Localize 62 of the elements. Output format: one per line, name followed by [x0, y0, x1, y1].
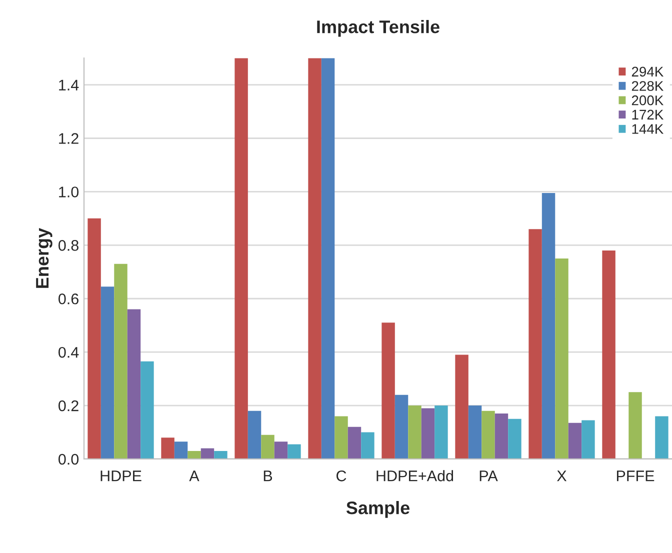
- bar: [628, 392, 642, 459]
- bar: [494, 414, 508, 459]
- bar: [214, 450, 228, 459]
- legend-label: 294K: [632, 66, 664, 77]
- y-tick-label: 1.4: [59, 80, 79, 90]
- legend-label: 228K: [632, 81, 664, 91]
- x-tick-label: C: [336, 470, 346, 482]
- y-tick-label: 0.6: [58, 293, 78, 304]
- x-tick-label: HDPE+Add: [376, 470, 454, 482]
- bar: [394, 394, 408, 459]
- bar: [508, 418, 522, 459]
- x-tick-label: B: [264, 470, 272, 482]
- chart-title: Impact Tensile: [317, 20, 440, 37]
- bar: [114, 264, 128, 459]
- bar: [308, 58, 322, 459]
- bar: [655, 416, 668, 459]
- bar: [140, 361, 154, 459]
- bar: [127, 309, 141, 459]
- bar: [100, 286, 114, 459]
- bar: [468, 406, 482, 459]
- bar: [555, 258, 568, 459]
- bar: [542, 193, 556, 459]
- x-axis-title: Sample: [346, 501, 410, 518]
- bar: [408, 406, 422, 459]
- bar: [321, 58, 335, 459]
- y-tick-label: 0.0: [58, 454, 79, 465]
- bar: [528, 229, 542, 459]
- bar: [361, 432, 374, 459]
- x-tick-label: PA: [480, 470, 498, 482]
- bar: [274, 442, 288, 459]
- x-tick-label: X: [557, 470, 567, 482]
- x-tick-label: HDPE: [100, 470, 142, 482]
- y-tick-label: 1.0: [59, 186, 79, 198]
- bar: [88, 218, 101, 459]
- bar: [188, 450, 201, 459]
- bar: [248, 410, 262, 459]
- y-tick-label: 0.2: [58, 400, 78, 412]
- y-tick-label: 1.2: [59, 133, 78, 144]
- bar: [288, 444, 301, 459]
- y-tick-label: 0.8: [58, 240, 78, 251]
- bar: [482, 410, 495, 459]
- x-tick-label: A: [189, 470, 200, 482]
- y-axis-title: Energy: [36, 228, 52, 288]
- bar: [174, 442, 188, 459]
- bar: [434, 406, 448, 459]
- bar: [348, 426, 362, 459]
- legend-label: 172K: [632, 110, 664, 120]
- x-tick-label: PFFE: [616, 470, 654, 482]
- y-tick-label: 0.4: [58, 346, 79, 358]
- legend-label: 200K: [632, 95, 664, 106]
- bar: [421, 408, 435, 459]
- legend-label: 144K: [632, 124, 664, 134]
- bar: [234, 58, 248, 459]
- bar: [455, 354, 468, 459]
- bar: [200, 448, 214, 459]
- bar: [568, 422, 582, 459]
- bar: [602, 250, 616, 459]
- bar: [334, 416, 348, 459]
- bar: [261, 434, 274, 459]
- bar: [382, 322, 395, 459]
- bar: [582, 420, 595, 459]
- bar: [161, 438, 174, 459]
